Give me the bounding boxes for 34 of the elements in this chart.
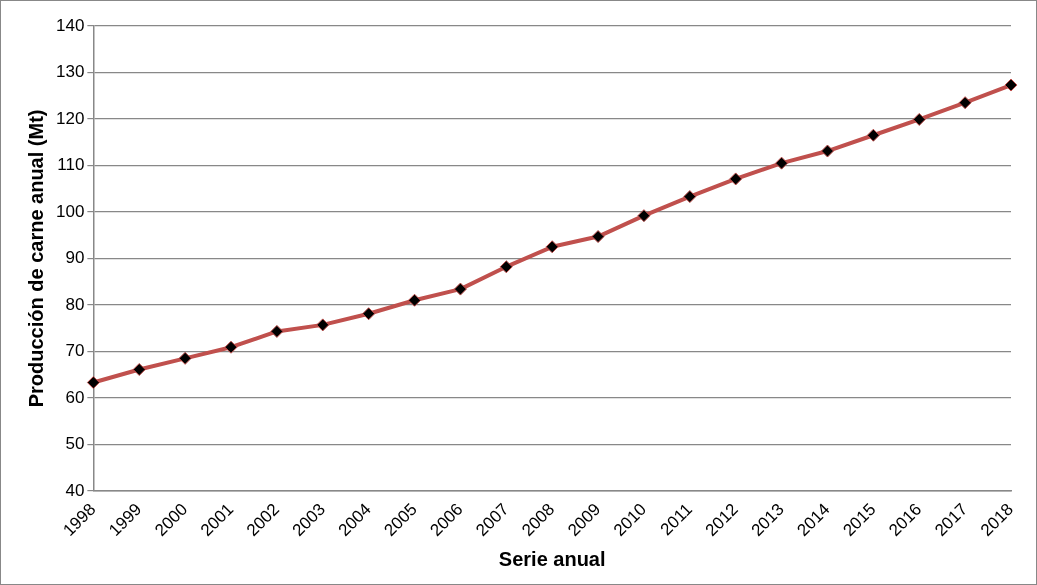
point bbox=[270, 324, 284, 338]
point bbox=[224, 340, 238, 354]
point bbox=[912, 112, 926, 126]
point bbox=[362, 307, 376, 321]
point bbox=[316, 318, 330, 332]
y-tick-label: 140 bbox=[55, 15, 85, 35]
y-tick-label: 130 bbox=[55, 62, 85, 82]
point bbox=[178, 351, 192, 365]
point bbox=[86, 376, 100, 390]
y-tick-label: 50 bbox=[65, 434, 85, 454]
point bbox=[408, 293, 422, 307]
y-tick-label: 100 bbox=[55, 201, 85, 221]
point bbox=[545, 240, 559, 254]
point bbox=[499, 260, 513, 274]
y-tick-label: 110 bbox=[57, 155, 85, 175]
point bbox=[866, 128, 880, 142]
y-tick-label: 60 bbox=[65, 387, 85, 407]
point bbox=[453, 282, 467, 296]
y-tick-label: 40 bbox=[65, 480, 85, 500]
point bbox=[775, 156, 789, 170]
y-tick-label: 90 bbox=[65, 248, 85, 268]
point bbox=[820, 144, 834, 158]
y-tick-label: 120 bbox=[55, 108, 85, 128]
point bbox=[1004, 78, 1018, 92]
y-tick-label: 80 bbox=[65, 294, 85, 314]
point bbox=[132, 363, 146, 377]
point bbox=[958, 96, 972, 110]
y-axis-title: Producción de carne anual (Mt) bbox=[24, 109, 47, 408]
point bbox=[637, 209, 651, 223]
point bbox=[729, 172, 743, 186]
point bbox=[591, 230, 605, 244]
point bbox=[683, 190, 697, 204]
x-axis-title: Serie anual bbox=[498, 547, 606, 570]
y-tick-label: 70 bbox=[65, 341, 85, 361]
